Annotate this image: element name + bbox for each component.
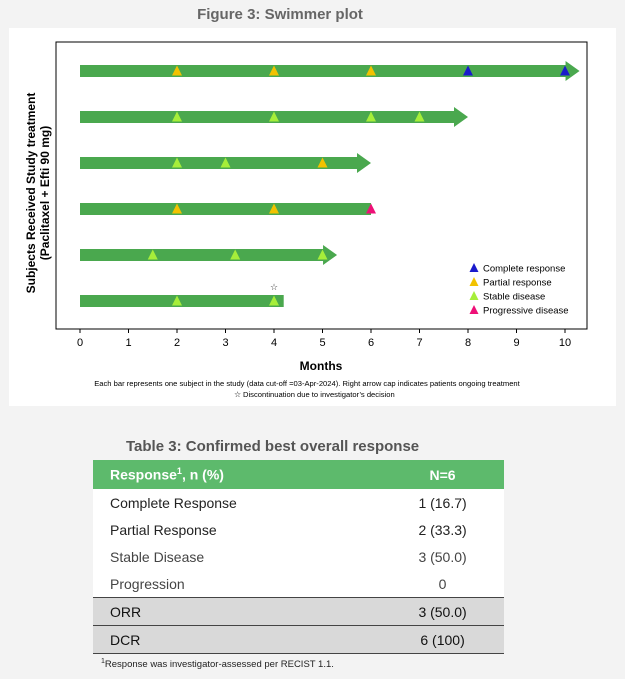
stable-response-marker xyxy=(414,111,425,122)
stable-response-marker xyxy=(220,157,231,168)
swimmer-chart: 0 1 2 3 4 5 6 7 8 9 10 ☆ Complete response Partial … xyxy=(24,41,588,399)
table-row-dcr: DCR 6 (100) xyxy=(93,625,504,654)
header-n: N=6 xyxy=(391,460,504,489)
table-row-progression: Progression 0 xyxy=(93,570,504,598)
legend-marker xyxy=(469,305,479,314)
legend-label: Progressive disease xyxy=(483,306,569,317)
note-star-symbol: ☆ xyxy=(234,390,241,399)
row-label: Stable Disease xyxy=(93,543,392,570)
x-tick-label: 7 xyxy=(416,337,422,349)
partial-response-marker xyxy=(269,203,279,214)
table-header-row: Response1, n (%) N=6 xyxy=(93,460,504,489)
chart-note-line1: Each bar represents one subject in the s… xyxy=(94,379,520,388)
table-row-orr: ORR 3 (50.0) xyxy=(93,597,504,626)
chart-axes: 0 1 2 3 4 5 6 7 8 9 10 xyxy=(55,41,588,349)
x-tick-label: 8 xyxy=(465,337,471,349)
plot-frame xyxy=(55,41,588,330)
partial-response-marker xyxy=(172,65,182,76)
row-label: Progression xyxy=(93,570,392,598)
stable-response-marker xyxy=(366,111,376,122)
x-tick-label: 1 xyxy=(125,337,131,349)
partial-response-marker xyxy=(317,157,328,168)
legend-marker xyxy=(469,291,479,300)
chart-note-line2: Discontinuation due to investigator’s de… xyxy=(243,390,395,399)
legend-marker xyxy=(469,263,479,272)
x-tick-label: 2 xyxy=(174,337,180,349)
progressive-response-marker xyxy=(366,203,376,214)
response-table: Response1, n (%) N=6 Complete Response 1… xyxy=(93,460,504,654)
x-tick-label: 10 xyxy=(559,337,571,349)
stable-response-marker xyxy=(230,249,241,260)
stable-response-marker xyxy=(269,111,279,122)
x-tick-label: 5 xyxy=(319,337,325,349)
row-value: 6 (100) xyxy=(391,625,504,654)
legend-label: Stable disease xyxy=(483,292,545,303)
x-tick-label: 9 xyxy=(513,337,519,349)
row-value: 1 (16.7) xyxy=(391,489,504,516)
subject-bar xyxy=(80,203,371,215)
table-row-complete: Complete Response 1 (16.7) xyxy=(93,489,504,516)
row-value: 2 (33.3) xyxy=(391,516,504,543)
row-label: Partial Response xyxy=(93,516,392,543)
stable-response-marker xyxy=(172,295,182,306)
partial-response-marker xyxy=(269,65,279,76)
legend-label: Complete response xyxy=(483,264,565,275)
stable-response-marker xyxy=(147,249,158,260)
discontinuation-star-icon: ☆ xyxy=(270,283,278,293)
row-value: 3 (50.0) xyxy=(391,543,504,570)
table-row-partial: Partial Response 2 (33.3) xyxy=(93,516,504,543)
y-axis-label-line1: Subjects Received Study treatment xyxy=(24,93,38,294)
x-axis-label: Months xyxy=(300,359,343,373)
stable-response-marker xyxy=(172,111,182,122)
legend-marker xyxy=(469,277,479,286)
x-tick-label: 6 xyxy=(368,337,374,349)
table-row-stable: Stable Disease 3 (50.0) xyxy=(93,543,504,570)
subject-bar xyxy=(80,295,284,307)
partial-response-marker xyxy=(172,203,182,214)
swimmer-chart-panel: 0 1 2 3 4 5 6 7 8 9 10 ☆ Complete response Partial … xyxy=(9,28,616,406)
row-value: 0 xyxy=(391,570,504,598)
chart-markers: ☆ xyxy=(147,65,570,306)
row-value: 3 (50.0) xyxy=(391,597,504,626)
table-title: Table 3: Confirmed best overall response xyxy=(126,438,420,455)
chart-bars xyxy=(80,61,580,307)
subject-bar xyxy=(80,61,580,81)
complete-response-marker xyxy=(560,65,570,76)
stable-response-marker xyxy=(172,157,182,168)
figure-title: Figure 3: Swimmer plot xyxy=(197,6,363,23)
legend-label: Partial response xyxy=(483,278,552,289)
complete-response-marker xyxy=(463,65,473,76)
row-label: Complete Response xyxy=(93,489,392,516)
x-tick-label: 3 xyxy=(222,337,228,349)
chart-legend: Complete response Partial response Stable … xyxy=(469,263,569,317)
stable-response-marker xyxy=(269,295,279,306)
x-tick-label: 0 xyxy=(77,337,83,349)
stable-response-marker xyxy=(317,249,328,260)
row-label: DCR xyxy=(93,625,392,654)
chart-note-line2-group: ☆ Discontinuation due to investigator’s … xyxy=(234,390,395,399)
partial-response-marker xyxy=(366,65,376,76)
y-axis-label-line2: (Paclitaxel + Efti 90 mg) xyxy=(38,126,52,260)
subject-bar xyxy=(80,245,338,265)
row-label: ORR xyxy=(93,597,392,626)
header-response: Response1, n (%) xyxy=(93,460,392,489)
table-footnote: 1Response was investigator-assessed per … xyxy=(101,658,334,671)
x-tick-label: 4 xyxy=(271,337,277,349)
